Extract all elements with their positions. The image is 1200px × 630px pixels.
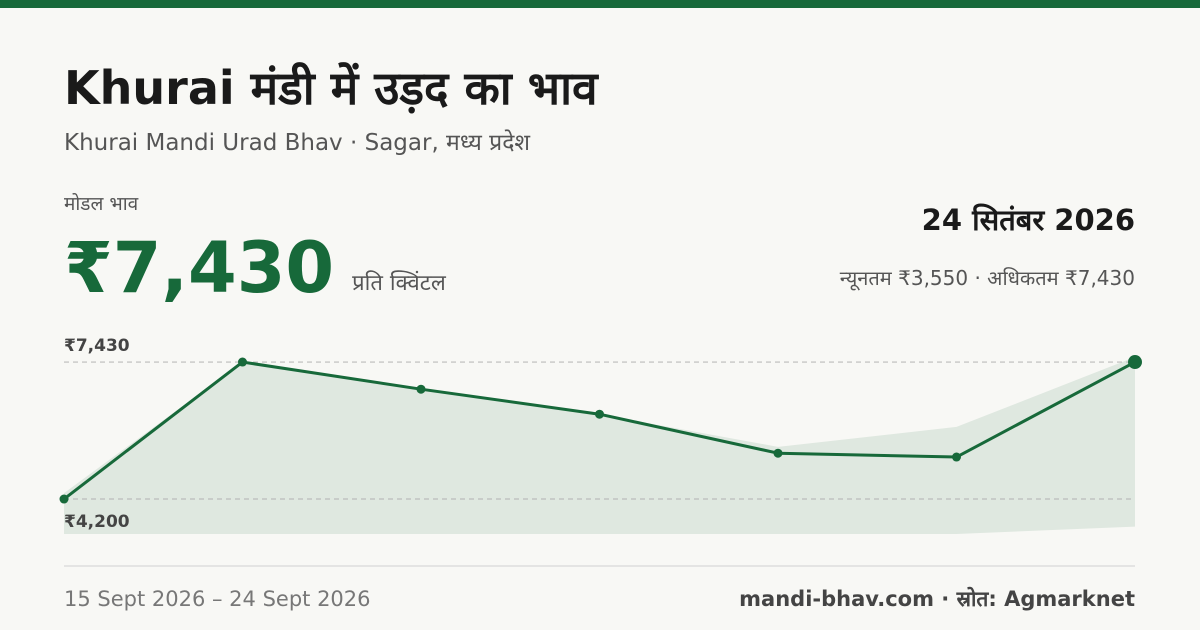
subtitle: Khurai Mandi Urad Bhav · Sagar, मध्य प्र… [64,129,530,156]
title: Khurai मंडी में उड़द का भाव [64,61,599,115]
point [773,448,783,458]
date: 24 सितंबर 2026 [922,203,1135,237]
model-label: मोडल भाव [64,192,139,215]
range-band [64,356,1135,534]
point [238,357,247,367]
point [595,409,604,419]
reference-label: ₹7,430 [64,336,130,356]
source: mandi-bhav.com · स्रोत: Agmarknet [739,586,1135,611]
date-range: 15 Sept 2026 – 24 Sept 2026 [64,587,371,611]
reference-label: ₹4,200 [64,512,130,532]
point [416,384,426,394]
plot: ₹7,430 ₹4,200 [59,336,1142,534]
range-text: न्यूनतम ₹3,550 · अधिकतम ₹7,430 [840,266,1135,291]
top-bar [0,0,1200,8]
point [59,494,69,504]
unit: प्रति क्विंटल [352,270,447,296]
point [952,452,961,462]
model-price: ₹7,430 [64,227,334,309]
point [1128,355,1142,370]
